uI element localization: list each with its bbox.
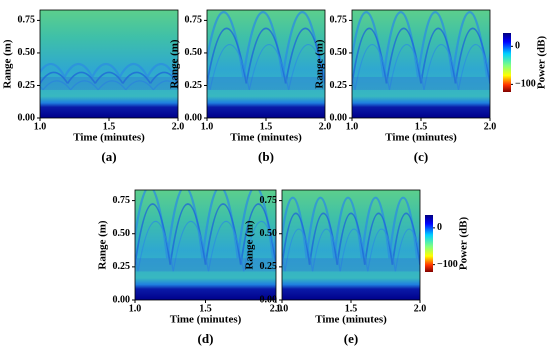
- x-tick-label: 2.0: [270, 303, 283, 314]
- y-axis-label: Range (m): [2, 39, 14, 89]
- texture: [40, 62, 178, 91]
- texture-band: [207, 76, 325, 90]
- x-tick-label: 1.5: [345, 303, 358, 314]
- y-tick-label: 0.75: [260, 195, 278, 206]
- y-tick-label: 0.75: [18, 15, 36, 26]
- texture-arc: [207, 11, 325, 78]
- texture-arc: [352, 11, 490, 78]
- y-tick-label: 0.50: [185, 47, 203, 58]
- x-tick-label: 2.0: [414, 303, 427, 314]
- y-tick-label: 0.00: [260, 294, 278, 305]
- y-tick-label: 0.25: [260, 261, 278, 272]
- y-tick-label: 0.50: [330, 47, 348, 58]
- colorbar-tick-label: 0: [437, 222, 442, 233]
- colorbar: [503, 33, 511, 92]
- y-tick-label: 0.00: [185, 112, 203, 123]
- x-tick-label: 2.0: [484, 121, 497, 132]
- panel-label: (d): [198, 331, 214, 346]
- y-tick-label: 0.00: [330, 112, 348, 123]
- texture-arc: [282, 228, 420, 272]
- spectrogram: [352, 10, 490, 118]
- spectrogram: [207, 10, 325, 118]
- texture: [282, 196, 420, 272]
- x-axis-label: Time (minutes): [230, 132, 302, 144]
- texture: [135, 190, 276, 272]
- y-axis-label: Range (m): [244, 220, 256, 270]
- panel-label: (c): [414, 149, 428, 164]
- texture-arc: [207, 27, 325, 84]
- texture-band: [352, 76, 490, 90]
- x-axis-label: Time (minutes): [170, 314, 242, 326]
- texture-band: [282, 258, 420, 272]
- texture-band: [40, 76, 178, 90]
- x-tick-label: 1.5: [103, 121, 116, 132]
- colorbar-tick-label: −100: [437, 259, 458, 270]
- texture-arc: [40, 80, 178, 91]
- colorbar-tick-label: −100: [515, 79, 536, 90]
- texture-arc: [40, 71, 178, 84]
- x-tick-label: 1.5: [260, 121, 273, 132]
- texture: [352, 11, 490, 91]
- x-tick-label: 1.0: [346, 121, 359, 132]
- y-tick-label: 0.25: [330, 80, 348, 91]
- colorbar: [425, 215, 433, 272]
- texture-arc: [40, 62, 178, 78]
- texture-arc: [352, 43, 490, 91]
- panel-label: (b): [258, 149, 274, 164]
- y-axis-label: Range (m): [169, 39, 181, 89]
- y-tick-label: 0.50: [260, 228, 278, 239]
- x-tick-label: 2.0: [172, 121, 185, 132]
- colorbar-tick-label: 0: [515, 41, 520, 52]
- texture-arc: [135, 221, 276, 272]
- y-tick-label: 0.75: [113, 195, 131, 206]
- texture-arc: [207, 43, 325, 91]
- y-tick-label: 0.25: [113, 261, 131, 272]
- x-tick-label: 1.5: [415, 121, 428, 132]
- x-tick-label: 1.0: [129, 303, 142, 314]
- y-tick-label: 0.25: [18, 80, 36, 91]
- y-axis-label: Range (m): [97, 220, 109, 270]
- y-tick-label: 0.00: [113, 294, 131, 305]
- texture-arc: [282, 196, 420, 259]
- spectrogram: [282, 190, 420, 300]
- x-tick-label: 1.0: [201, 121, 214, 132]
- y-tick-label: 0.50: [113, 228, 131, 239]
- x-tick-label: 1.5: [199, 303, 212, 314]
- y-tick-label: 0.25: [185, 80, 203, 91]
- colorbar-label: Power (dB): [458, 217, 470, 271]
- x-tick-label: 1.0: [276, 303, 289, 314]
- y-tick-label: 0.75: [330, 15, 348, 26]
- texture-arc: [282, 212, 420, 265]
- x-axis-label: Time (minutes): [315, 314, 387, 326]
- texture: [207, 11, 325, 91]
- y-tick-label: 0.00: [18, 112, 36, 123]
- colorbar-label: Power (dB): [536, 36, 548, 90]
- x-tick-label: 2.0: [319, 121, 332, 132]
- panel-label: (a): [101, 149, 116, 164]
- y-tick-label: 0.50: [18, 47, 36, 58]
- y-tick-label: 0.75: [185, 15, 203, 26]
- texture-arc: [135, 203, 276, 265]
- texture-arc: [352, 27, 490, 84]
- panel-label: (e): [344, 331, 358, 346]
- x-axis-label: Time (minutes): [385, 132, 457, 144]
- texture-band: [135, 258, 276, 272]
- x-axis-label: Time (minutes): [73, 132, 145, 144]
- x-tick-label: 1.0: [34, 121, 47, 132]
- y-axis-label: Range (m): [314, 39, 326, 89]
